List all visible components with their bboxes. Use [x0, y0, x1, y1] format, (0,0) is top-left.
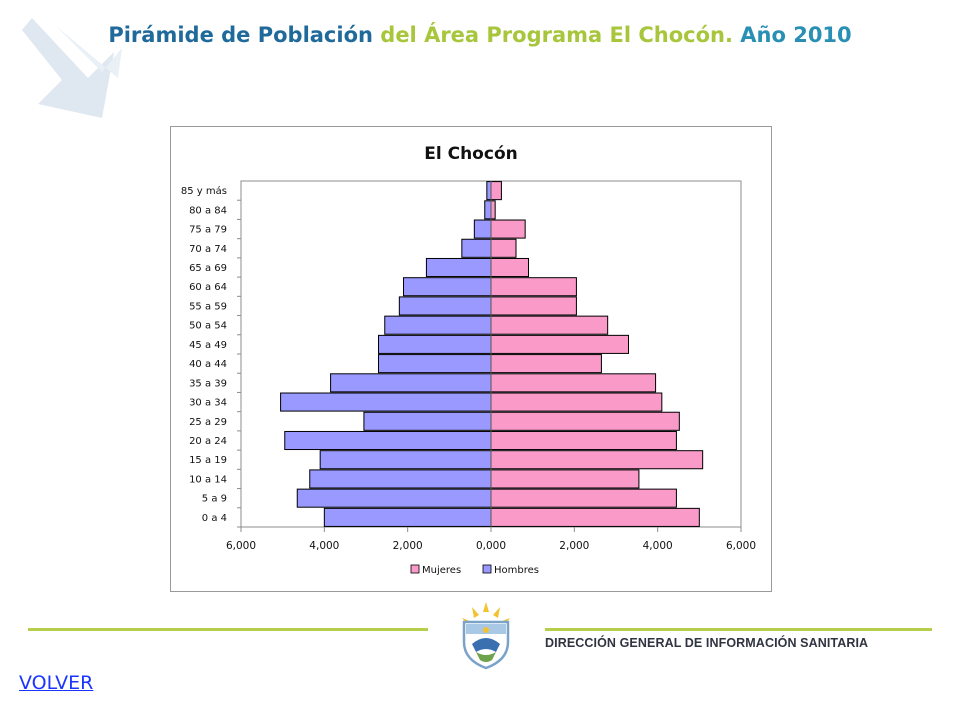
province-emblem-icon: [462, 602, 510, 670]
bar-hombres: [363, 411, 492, 431]
bar-mujeres: [490, 392, 663, 412]
x-tick-label: 6,000: [726, 540, 756, 552]
bar-mujeres: [490, 507, 700, 527]
bar-mujeres: [490, 315, 609, 335]
y-tick-label: 85 y más: [181, 185, 227, 197]
x-tick-label: 4,000: [643, 540, 673, 552]
y-tick-label: 70 a 74: [189, 244, 227, 255]
legend-label-mujeres: Mujeres: [422, 565, 461, 576]
chart-frame: El Chocón 0 a 4 5 a 9 10 a 14 15 a 19 20 a 24…: [170, 126, 772, 592]
bar-hombres: [425, 257, 492, 278]
y-tick-label: 25 a 29: [189, 417, 227, 428]
bar-mujeres: [490, 181, 502, 201]
bar-hombres: [280, 392, 492, 412]
x-tick-label: 2,000: [393, 540, 423, 552]
footer-organization-name: DIRECCIÓN GENERAL DE INFORMACIÓN SANITAR…: [545, 636, 869, 650]
bar-mujeres: [490, 219, 526, 239]
chart-title: El Chocón: [424, 144, 517, 164]
y-tick-label: 75 a 79: [189, 225, 227, 236]
y-tick-label: 80 a 84: [189, 205, 227, 216]
volver-link[interactable]: VOLVER: [19, 672, 94, 694]
bar-hombres: [403, 277, 492, 297]
bar-hombres: [309, 469, 492, 489]
bar-mujeres: [490, 277, 577, 297]
bar-mujeres: [490, 411, 680, 431]
legend-swatch-hombres: [482, 564, 492, 574]
footer-divider-right: [545, 628, 932, 631]
bar-mujeres: [490, 354, 602, 374]
y-tick-label: 40 a 44: [189, 359, 227, 370]
y-tick-label: 45 a 49: [189, 340, 227, 351]
population-pyramid-chart: El Chocón 0 a 4 5 a 9 10 a 14 15 a 19 20 a 24…: [181, 144, 756, 576]
bar-hombres: [378, 334, 492, 354]
bar-mujeres: [490, 200, 496, 220]
slide-title: Pirámide de Población del Área Programa …: [30, 20, 930, 50]
bar-mujeres: [490, 430, 677, 451]
bar-mujeres: [490, 373, 657, 393]
legend-swatch-mujeres: [410, 564, 420, 574]
bar-hombres: [296, 488, 492, 508]
bar-hombres: [486, 181, 492, 201]
y-tick-label: 30 a 34: [189, 398, 227, 409]
legend-label-hombres: Hombres: [494, 565, 539, 576]
y-tick-label: 50 a 54: [189, 321, 227, 332]
x-tick-label: 4,000: [309, 540, 339, 552]
x-tick-label: 6,000: [226, 540, 256, 552]
bar-hombres: [398, 296, 492, 316]
y-tick-label: 35 a 39: [189, 378, 227, 389]
x-tick-label: 2,000: [559, 540, 589, 552]
arrow-watermark-icon: [22, 18, 122, 118]
bar-hombres: [473, 219, 492, 239]
title-part-year: Año 2010: [732, 23, 852, 47]
y-tick-label: 60 a 64: [189, 282, 227, 293]
y-tick-label: 55 a 59: [189, 301, 227, 312]
bar-hombres: [319, 450, 492, 470]
y-tick-label: 5 a 9: [202, 494, 227, 505]
bar-mujeres: [490, 238, 517, 258]
bar-mujeres: [490, 257, 529, 278]
bar-hombres: [323, 507, 492, 527]
bar-hombres: [384, 315, 492, 335]
bar-mujeres: [490, 488, 677, 508]
y-tick-label: 65 a 69: [189, 263, 227, 274]
title-part-population-pyramid: Pirámide de Población: [108, 23, 381, 47]
bar-hombres: [484, 200, 492, 220]
bar-mujeres: [490, 450, 704, 470]
x-tick-label: 0,000: [476, 540, 506, 552]
bar-hombres: [284, 430, 492, 451]
title-part-area: del Área Programa El Chocón.: [380, 23, 733, 47]
bar-hombres: [330, 373, 492, 393]
y-tick-label: 10 a 14: [189, 474, 227, 485]
y-tick-label: 15 a 19: [189, 455, 227, 466]
bar-mujeres: [490, 334, 629, 354]
bar-mujeres: [490, 469, 640, 489]
bar-hombres: [378, 354, 492, 374]
footer-divider-left: [28, 628, 428, 631]
bar-hombres: [461, 238, 492, 258]
y-tick-label: 0 a 4: [202, 513, 227, 524]
bar-mujeres: [490, 296, 577, 316]
y-tick-label: 20 a 24: [189, 436, 227, 447]
